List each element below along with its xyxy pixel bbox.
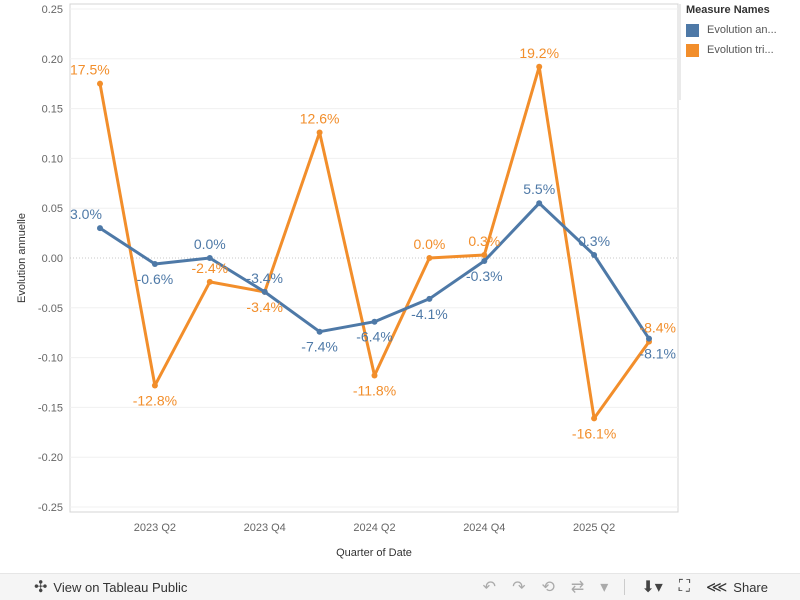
data-point[interactable]	[646, 335, 652, 342]
data-point[interactable]	[316, 129, 323, 136]
view-on-tableau-public-label: View on Tableau Public	[53, 579, 188, 595]
data-label: -4.1%	[411, 306, 448, 322]
data-label: -12.8%	[133, 392, 177, 408]
data-point[interactable]	[536, 63, 543, 70]
x-tick-label: 2024 Q4	[463, 522, 505, 534]
data-label: 0.3%	[468, 233, 500, 249]
data-point[interactable]	[97, 80, 103, 87]
series-lines	[97, 63, 652, 422]
y-tick-label: -0.20	[38, 452, 63, 464]
data-label: -8.1%	[639, 346, 676, 362]
data-label: -0.3%	[466, 268, 503, 284]
y-tick-label: -0.15	[38, 402, 63, 414]
legend-swatch-orange	[686, 43, 699, 57]
y-tick-label: 0.10	[42, 153, 63, 165]
x-axis-ticks: 2023 Q2 2023 Q4 2024 Q2 2024 Q4 2025 Q2	[134, 522, 615, 534]
series-line	[99, 201, 651, 340]
data-point[interactable]	[316, 328, 323, 335]
tableau-toolbar: ✣ View on Tableau Public ↶ ↷ ⟲ ⇄ ▾ ⬇▾ ⛶ …	[0, 573, 800, 600]
download-icon[interactable]: ⬇▾	[641, 579, 663, 596]
x-tick-label: 2023 Q4	[244, 522, 286, 534]
view-on-tableau-public-link[interactable]: ✣ View on Tableau Public	[34, 577, 187, 597]
share-button[interactable]: ⋘ Share	[706, 578, 768, 596]
x-tick-label: 2024 Q2	[353, 522, 395, 534]
y-tick-label: 0.25	[42, 4, 63, 16]
share-label: Share	[733, 579, 768, 595]
legend-item-evolution-trimestrielle[interactable]: Evolution tri...	[686, 40, 798, 60]
data-point[interactable]	[481, 252, 488, 259]
pause-dropdown-icon[interactable]: ▾	[600, 579, 609, 596]
legend: Measure Names Evolution an... Evolution …	[686, 4, 798, 60]
data-point[interactable]	[426, 255, 433, 261]
data-label: 5.5%	[523, 181, 555, 197]
legend-title: Measure Names	[686, 4, 770, 16]
legend-label: Evolution an...	[707, 24, 777, 36]
data-label: -0.6%	[137, 271, 174, 287]
x-tick-label: 2023 Q2	[134, 522, 176, 534]
x-axis-title: Quarter of Date	[336, 547, 412, 559]
redo-icon[interactable]: ↷	[512, 579, 526, 596]
y-axis-title: Evolution annuelle	[16, 213, 28, 303]
data-label: 0.0%	[413, 236, 445, 252]
y-tick-label: 0.20	[42, 54, 63, 66]
data-label: -16.1%	[572, 425, 616, 441]
data-point[interactable]	[536, 200, 543, 207]
toolbar-actions: ↶ ↷ ⟲ ⇄ ▾ ⬇▾ ⛶ ⋘ Share	[483, 574, 800, 600]
x-tick-label: 2025 Q2	[573, 522, 615, 534]
fullscreen-icon[interactable]: ⛶	[678, 578, 690, 595]
data-label: 19.2%	[519, 45, 559, 61]
data-label: -7.4%	[301, 339, 338, 355]
data-point[interactable]	[591, 252, 598, 259]
data-point[interactable]	[151, 260, 158, 267]
data-label: 3.0%	[70, 206, 102, 222]
data-label: 12.6%	[300, 110, 340, 126]
data-label: -11.8%	[353, 383, 396, 399]
revert-icon[interactable]: ⟲	[541, 579, 555, 596]
data-point[interactable]	[151, 382, 158, 389]
data-label: 0.0%	[194, 236, 226, 252]
data-point[interactable]	[97, 225, 103, 232]
legend-label: Evolution tri...	[707, 44, 774, 56]
data-label: -3.4%	[246, 270, 283, 286]
share-icon: ⋘	[705, 579, 728, 596]
refresh-icon[interactable]: ⇄	[570, 579, 585, 596]
y-tick-label: -0.05	[38, 303, 63, 315]
data-point[interactable]	[261, 288, 268, 295]
data-point[interactable]	[591, 415, 598, 422]
data-point[interactable]	[481, 257, 488, 264]
y-tick-label: -0.25	[38, 502, 63, 514]
data-label: -2.4%	[192, 260, 229, 276]
y-tick-label: 0.15	[42, 104, 63, 116]
data-point[interactable]	[206, 278, 213, 285]
data-point[interactable]	[371, 318, 378, 325]
data-labels: 3.0% -0.6% 0.0% -3.4% -7.4% -6.4% -4.1% -0.3% 5.…	[70, 45, 676, 442]
data-label: -6.4%	[356, 329, 393, 345]
y-tick-label: 0.05	[42, 203, 63, 215]
data-point[interactable]	[206, 255, 213, 261]
tableau-logo-icon: ✣	[34, 579, 48, 596]
data-label: 17.5%	[70, 62, 110, 78]
legend-item-evolution-annuelle[interactable]: Evolution an...	[686, 20, 798, 40]
data-label: -8.4%	[639, 320, 676, 336]
legend-swatch-blue	[686, 23, 699, 37]
y-tick-label: 0.00	[42, 253, 63, 265]
y-tick-label: -0.10	[38, 353, 63, 365]
data-label: -3.4%	[246, 299, 283, 315]
data-point[interactable]	[371, 372, 378, 379]
data-point[interactable]	[426, 295, 433, 302]
toolbar-separator	[624, 579, 626, 595]
y-axis-ticks: 0.25 0.20 0.15 0.10 0.05 0.00 -0.05 -0.10 -0.15 -…	[38, 4, 63, 514]
undo-icon[interactable]: ↶	[482, 579, 497, 596]
line-chart: 0.25 0.20 0.15 0.10 0.05 0.00 -0.05 -0.10 -0.15 -…	[16, 3, 681, 559]
data-label: 0.3%	[578, 233, 610, 249]
series-line	[98, 65, 651, 420]
